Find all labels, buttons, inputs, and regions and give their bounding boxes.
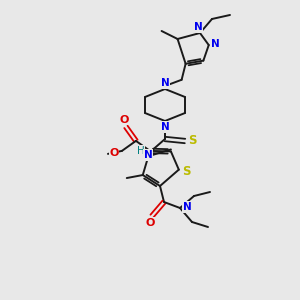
Text: N: N	[160, 78, 169, 88]
Text: S: S	[188, 134, 196, 148]
Text: H: H	[137, 146, 145, 156]
Text: N: N	[160, 122, 169, 132]
Text: S: S	[183, 165, 191, 178]
Text: N: N	[194, 22, 202, 32]
Text: O: O	[119, 115, 129, 125]
Text: N: N	[211, 39, 220, 49]
Text: N: N	[183, 202, 191, 212]
Text: O: O	[145, 218, 155, 228]
Text: N: N	[144, 150, 152, 160]
Text: O: O	[109, 148, 119, 158]
